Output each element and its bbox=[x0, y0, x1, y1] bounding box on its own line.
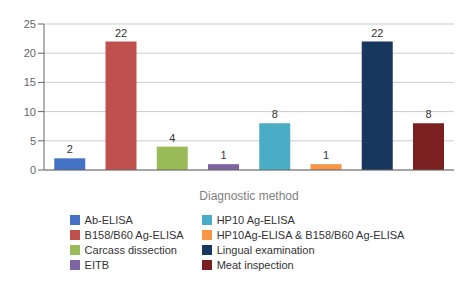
svg-text:8: 8 bbox=[272, 108, 278, 120]
html-text:Ab-ELISA: Ab-ELISA bbox=[84, 214, 133, 226]
html-text:B158/B60 Ag-ELISA: B158/B60 Ag-ELISA bbox=[84, 229, 184, 241]
html-text:HP10Ag-ELISA & B158/B60 Ag-ELI: HP10Ag-ELISA & B158/B60 Ag-ELISA bbox=[216, 229, 405, 241]
svg-text:0: 0 bbox=[30, 164, 36, 176]
svg-text:22: 22 bbox=[115, 27, 127, 39]
svg-text:20: 20 bbox=[24, 47, 36, 59]
svg-text:15: 15 bbox=[24, 76, 36, 88]
svg-text:2: 2 bbox=[67, 143, 73, 155]
svg-text:8: 8 bbox=[425, 108, 431, 120]
svg-text:10: 10 bbox=[24, 106, 36, 118]
svg-text:4: 4 bbox=[169, 132, 175, 144]
svg-text:5: 5 bbox=[30, 135, 36, 147]
svg-text:22: 22 bbox=[371, 27, 383, 39]
svg-text:Diagnostic method: Diagnostic method bbox=[199, 189, 298, 203]
svg-text:1: 1 bbox=[323, 149, 329, 161]
html-text:Meat inspection: Meat inspection bbox=[216, 259, 294, 271]
html-text:HP10 Ag-ELISA: HP10 Ag-ELISA bbox=[216, 214, 295, 226]
html-text:EITB: EITB bbox=[84, 259, 109, 271]
html-text:Lingual examination: Lingual examination bbox=[216, 244, 315, 256]
svg-text:25: 25 bbox=[24, 18, 36, 30]
html-text:Carcass dissection: Carcass dissection bbox=[84, 244, 177, 256]
svg-text:1: 1 bbox=[220, 149, 226, 161]
